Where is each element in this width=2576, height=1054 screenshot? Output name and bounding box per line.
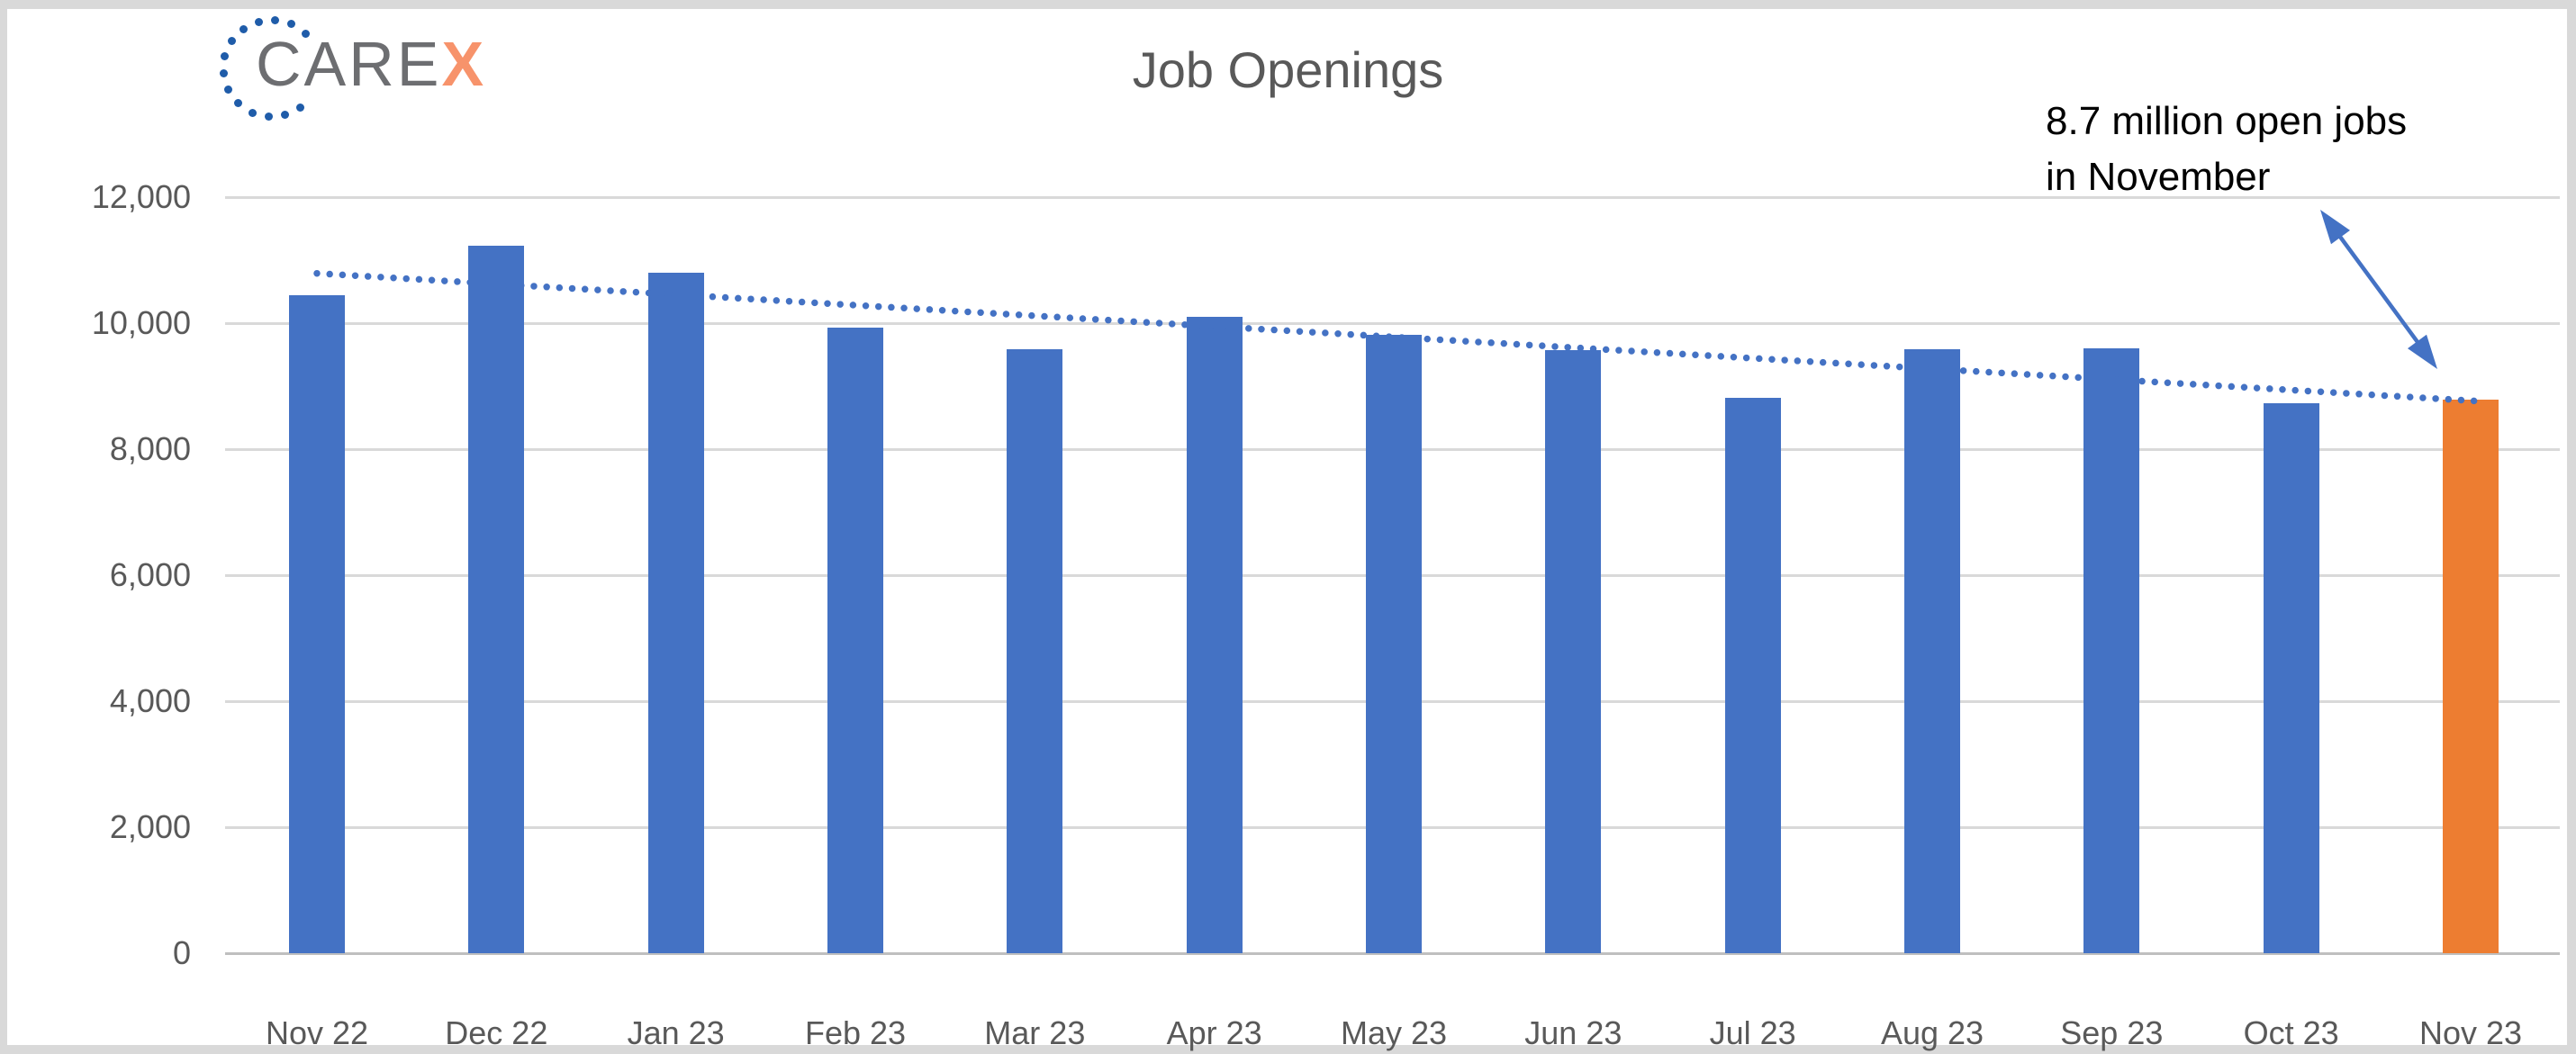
bar-oct-23 <box>2263 402 2319 953</box>
x-axis-label-jan-23: Jan 23 <box>627 1014 725 1051</box>
chart-background <box>7 9 2567 1045</box>
y-axis-label-12,000: 12,000 <box>91 178 191 215</box>
gridline-10,000 <box>225 321 2560 325</box>
y-axis-label-0: 0 <box>172 934 191 971</box>
carex-logo: CAREX <box>216 13 540 130</box>
y-axis-label-6,000: 6,000 <box>109 556 191 593</box>
chart-title: Job Openings <box>1132 41 1444 98</box>
y-axis-label-8,000: 8,000 <box>109 430 191 467</box>
logo-dot <box>287 20 296 29</box>
x-axis-label-dec-22: Dec 22 <box>445 1014 548 1051</box>
x-axis-label-may-23: May 23 <box>1340 1014 1448 1051</box>
logo-text-care: CARE <box>256 29 442 99</box>
x-axis-label-jul-23: Jul 23 <box>1709 1014 1796 1051</box>
x-axis-label-nov-23: Nov 23 <box>2418 1014 2523 1051</box>
logo-dot <box>296 104 305 113</box>
bar-may-23 <box>1366 334 1422 953</box>
logo-dot <box>227 37 236 46</box>
logo-dot <box>281 111 290 120</box>
x-axis-label-oct-23: Oct 23 <box>2243 1014 2339 1051</box>
bar-nov-22 <box>289 294 345 953</box>
bar-jun-23 <box>1545 350 1602 953</box>
annotation-callout: 8.7 million open jobs in November <box>2046 94 2550 205</box>
x-axis-label-nov-22: Nov 22 <box>265 1014 369 1051</box>
logo-dot <box>239 24 248 33</box>
bar-jan-23 <box>647 273 704 953</box>
gridline-12,000 <box>225 195 2560 199</box>
x-axis-label-apr-23: Apr 23 <box>1166 1014 1262 1051</box>
bar-sep-23 <box>2083 348 2140 953</box>
bar-mar-23 <box>1007 349 1063 953</box>
logo-dot <box>248 108 257 117</box>
y-axis-label-4,000: 4,000 <box>109 682 191 719</box>
logo-dot <box>271 15 280 24</box>
x-axis-label-jun-23: Jun 23 <box>1524 1014 1622 1051</box>
x-axis-label-aug-23: Aug 23 <box>1880 1014 1984 1051</box>
logo-dot <box>219 69 228 78</box>
x-axis-label-sep-23: Sep 23 <box>2060 1014 2164 1051</box>
logo-text-x: X <box>441 29 487 99</box>
bar-dec-22 <box>468 245 525 953</box>
logo-wordmark: CAREX <box>256 20 486 108</box>
bar-aug-23 <box>1904 348 1960 953</box>
bar-feb-23 <box>827 327 883 953</box>
x-axis-label-mar-23: Mar 23 <box>984 1014 1086 1051</box>
y-axis-label-10,000: 10,000 <box>91 304 191 341</box>
x-axis-label-feb-23: Feb 23 <box>804 1014 907 1051</box>
bar-nov-23 <box>2443 399 2499 953</box>
x-axis-baseline <box>225 951 2560 955</box>
logo-dot <box>254 17 263 26</box>
annotation-line-2: in November <box>2046 155 2271 199</box>
bar-jul-23 <box>1724 398 1781 953</box>
bar-apr-23 <box>1186 317 1243 953</box>
logo-dot <box>302 29 310 38</box>
logo-dot <box>233 99 242 108</box>
logo-dot <box>264 113 273 122</box>
annotation-line-1: 8.7 million open jobs <box>2046 99 2408 143</box>
y-axis-label-2,000: 2,000 <box>109 808 191 845</box>
logo-dot <box>221 52 230 61</box>
logo-dot <box>223 86 232 95</box>
